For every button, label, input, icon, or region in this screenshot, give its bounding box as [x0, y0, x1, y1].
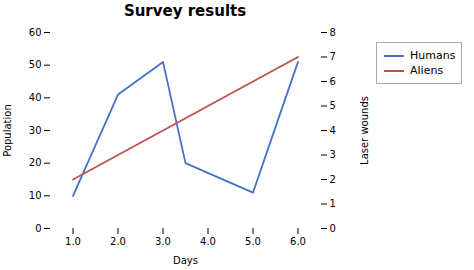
- svg-text:3.0: 3.0: [155, 236, 171, 247]
- svg-text:5.0: 5.0: [245, 236, 261, 247]
- svg-text:6.0: 6.0: [290, 236, 306, 247]
- svg-text:Days: Days: [173, 255, 198, 266]
- html-text:Survey results: Survey results: [123, 2, 247, 20]
- svg-text:Population: Population: [2, 104, 13, 157]
- svg-text:0: 0: [35, 223, 41, 234]
- svg-text:4: 4: [330, 125, 336, 136]
- html-text:Humans: Humans: [410, 49, 456, 62]
- svg-text:3: 3: [330, 149, 336, 160]
- svg-text:0: 0: [330, 223, 336, 234]
- svg-text:2: 2: [330, 174, 336, 185]
- svg-text:30: 30: [29, 125, 42, 136]
- svg-text:4.0: 4.0: [200, 236, 216, 247]
- svg-text:Laser wounds: Laser wounds: [359, 96, 370, 165]
- html-text:Aliens: Aliens: [410, 64, 444, 77]
- svg-text:10: 10: [29, 190, 42, 201]
- svg-text:60: 60: [29, 27, 42, 38]
- svg-text:40: 40: [29, 92, 42, 103]
- svg-text:50: 50: [29, 59, 42, 70]
- svg-text:1: 1: [330, 198, 336, 209]
- svg-text:2.0: 2.0: [110, 236, 126, 247]
- svg-text:6: 6: [330, 76, 336, 87]
- svg-text:5: 5: [330, 100, 336, 111]
- svg-text:20: 20: [29, 157, 42, 168]
- svg-text:7: 7: [330, 51, 336, 62]
- svg-text:1.0: 1.0: [65, 236, 81, 247]
- svg-text:8: 8: [330, 27, 336, 38]
